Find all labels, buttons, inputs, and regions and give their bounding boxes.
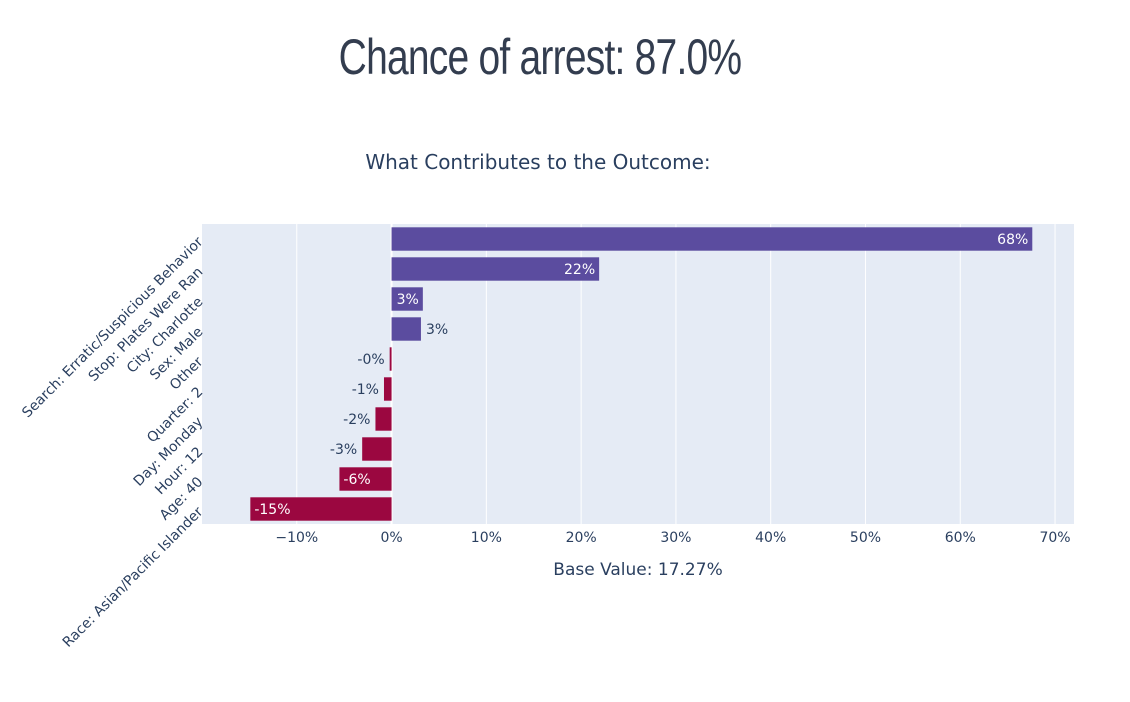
data-label: 3% — [426, 322, 448, 338]
bar — [339, 467, 392, 491]
bar — [391, 317, 421, 341]
bar — [375, 407, 392, 431]
bar — [391, 287, 423, 311]
data-label: 22% — [564, 262, 595, 278]
data-label: 68% — [997, 232, 1028, 248]
bars — [250, 227, 1033, 521]
data-label: -0% — [357, 352, 384, 368]
x-axis-title: Base Value: 17.27% — [553, 560, 722, 580]
x-tick-label: 20% — [566, 530, 597, 546]
bar — [362, 437, 392, 461]
chart-title: What Contributes to the Outcome: — [365, 150, 710, 174]
page-title: Chance of arrest: 87.0% — [338, 29, 742, 85]
y-axis-ticks: Search: Erratic/Suspicious BehaviorStop:… — [19, 234, 206, 651]
x-tick-label: 60% — [945, 530, 976, 546]
x-tick-label: 30% — [660, 530, 691, 546]
data-label: -3% — [330, 442, 357, 458]
bar — [389, 347, 392, 371]
y-tick-label: Race: Asian/Pacific Islander — [60, 504, 207, 651]
data-label: -2% — [343, 412, 370, 428]
data-label: -15% — [254, 502, 290, 518]
data-label: -6% — [343, 472, 370, 488]
x-tick-label: 0% — [380, 530, 402, 546]
bar — [250, 497, 392, 521]
plot-area — [202, 224, 1074, 524]
x-tick-label: −10% — [275, 530, 318, 546]
bar — [391, 227, 1033, 251]
bar — [391, 257, 600, 281]
x-tick-label: 70% — [1039, 530, 1070, 546]
x-tick-label: 40% — [755, 530, 786, 546]
x-axis-ticks: −10% 0% 10% 20% 30% 40% 50% 60% 70% — [275, 530, 1070, 546]
x-tick-label: 50% — [850, 530, 881, 546]
bar — [383, 377, 392, 401]
data-label: -1% — [352, 382, 379, 398]
data-labels: 68% 22% 3% 3% -0% -1% -2% -3% -6% -15% — [254, 232, 1028, 518]
x-tick-label: 10% — [471, 530, 502, 546]
data-label: 3% — [397, 292, 419, 308]
